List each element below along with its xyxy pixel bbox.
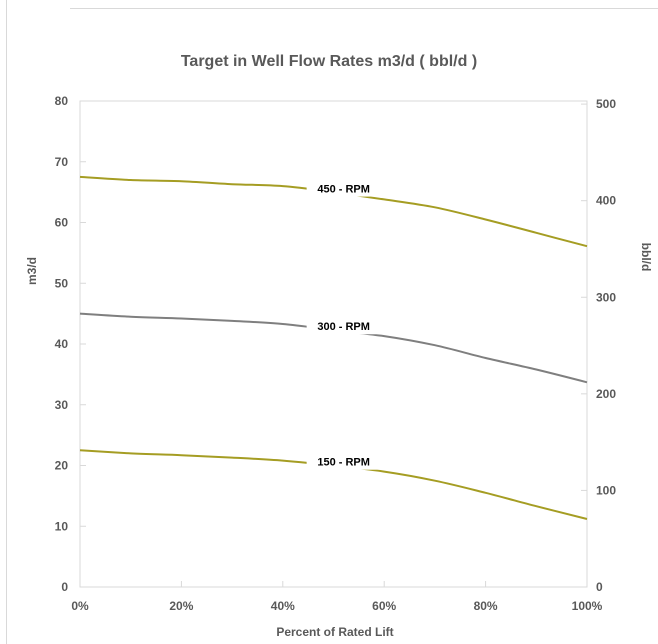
series-label: 300 - RPM — [317, 321, 370, 333]
y2-tick-label: 400 — [596, 194, 616, 208]
y-tick-label: 0 — [61, 580, 68, 594]
x-tick-label: 100% — [572, 599, 603, 613]
x-tick-label: 20% — [169, 599, 193, 613]
plot-area: 0 10 20 30 40 50 60 70 80 0 100 200 300 400 500 0% 20% 40… — [55, 94, 617, 613]
y2-tick-label: 100 — [596, 483, 616, 497]
y2-axis-title: bbl/d — [639, 243, 653, 272]
y-axis-title: m3/d — [25, 257, 39, 285]
y-tick-label: 40 — [55, 337, 69, 351]
y2-tick-label: 200 — [596, 387, 616, 401]
series-label: 450 - RPM — [317, 184, 370, 196]
series-label: 150 - RPM — [317, 457, 370, 469]
y-tick-label: 10 — [55, 519, 69, 533]
y-tick-label: 50 — [55, 276, 69, 290]
y-tick-label: 30 — [55, 398, 69, 412]
frame-top-edge — [70, 8, 658, 9]
y-tick-label: 70 — [55, 155, 69, 169]
y2-tick-label: 500 — [596, 97, 616, 111]
chart-title: Target in Well Flow Rates m3/d ( bbl/d ) — [181, 53, 477, 70]
y2-tick-label: 300 — [596, 290, 616, 304]
y-tick-label: 80 — [55, 94, 69, 108]
x-tick-label: 0% — [71, 599, 89, 613]
x-axis-title: Percent of Rated Lift — [276, 625, 393, 639]
y2-tick-label: 0 — [596, 580, 603, 594]
x-tick-label: 60% — [372, 599, 396, 613]
y-tick-label: 20 — [55, 459, 69, 473]
series-label-bg — [306, 180, 381, 197]
y-tick-label: 60 — [55, 216, 69, 230]
x-tick-label: 80% — [474, 599, 498, 613]
series-label-bg — [306, 318, 381, 335]
frame-left-edge — [6, 0, 7, 644]
x-tick-label: 40% — [271, 599, 295, 613]
series-label-bg — [306, 453, 381, 470]
plot-border — [79, 100, 588, 588]
